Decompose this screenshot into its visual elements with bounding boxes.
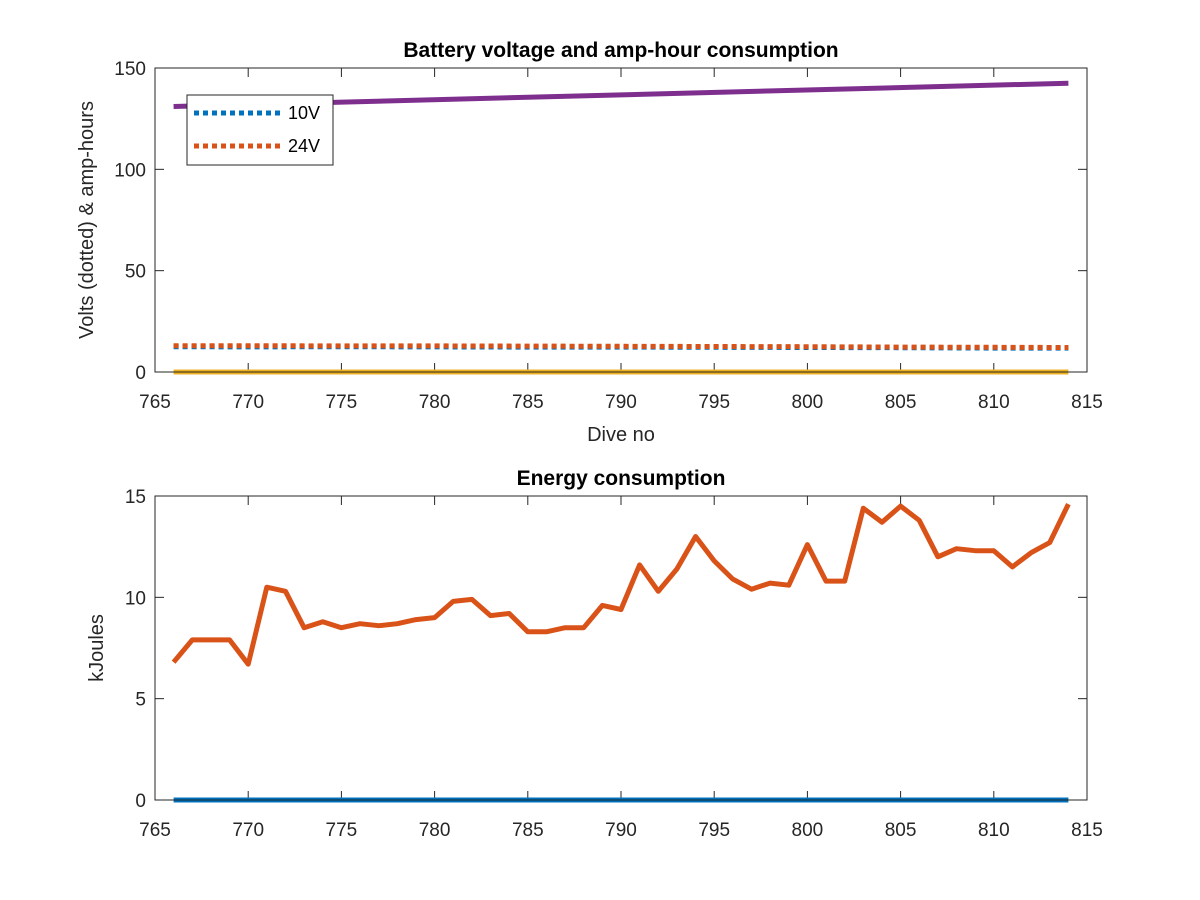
top-x-tick-label: 765 xyxy=(139,392,171,413)
top-x-tick-label: 805 xyxy=(885,392,917,413)
top-x-tick-label: 790 xyxy=(605,392,637,413)
top-legend: 10V 24V xyxy=(186,94,334,166)
top-x-tick-label: 815 xyxy=(1071,392,1103,413)
bottom-axis-ticks: 765 770 775 780 785 790 795 800 805 810 815 0 5 10 15 xyxy=(125,487,1103,841)
top-y-tick-label: 50 xyxy=(125,262,146,283)
top-y-tick-label: 150 xyxy=(114,59,146,80)
top-chart-title: Battery voltage and amp-hour consumption xyxy=(403,39,838,62)
top-x-tick-label: 800 xyxy=(792,392,824,413)
top-series-line-1 xyxy=(173,343,1069,350)
top-x-tick-label: 780 xyxy=(419,392,451,413)
bottom-x-tick-label: 795 xyxy=(698,820,730,841)
bottom-y-tick-label: 0 xyxy=(135,791,146,812)
bottom-chart-title: Energy consumption xyxy=(517,467,726,490)
top-y-axis-label: Volts (dotted) & amp-hours xyxy=(76,101,98,339)
top-axis-ticks: 765 770 775 780 785 790 795 800 805 810 815 0 50 100 1… xyxy=(114,59,1103,413)
bottom-x-tick-label: 765 xyxy=(139,820,171,841)
bottom-x-tick-label: 810 xyxy=(978,820,1010,841)
top-y-tick-label: 0 xyxy=(135,363,146,384)
top-x-tick-label: 795 xyxy=(698,392,730,413)
top-y-tick-label: 100 xyxy=(114,160,146,181)
bottom-y-axis-label: kJoules xyxy=(86,614,108,682)
bottom-x-tick-label: 780 xyxy=(419,820,451,841)
top-x-tick-label: 770 xyxy=(232,392,264,413)
bottom-x-tick-label: 790 xyxy=(605,820,637,841)
bottom-x-tick-label: 785 xyxy=(512,820,544,841)
top-x-tick-label: 810 xyxy=(978,392,1010,413)
bottom-x-tick-label: 815 xyxy=(1071,820,1103,841)
bottom-series-line-1 xyxy=(171,503,1071,667)
top-chart: Battery voltage and amp-hour consumption… xyxy=(76,39,1103,446)
bottom-y-tick-label: 5 xyxy=(135,690,146,711)
bottom-x-tick-label: 770 xyxy=(232,820,264,841)
top-x-axis-label: Dive no xyxy=(587,424,655,446)
legend-label-24v: 24V xyxy=(288,136,320,156)
bottom-y-tick-label: 10 xyxy=(125,588,146,609)
bottom-x-tick-label: 805 xyxy=(885,820,917,841)
bottom-axes-box xyxy=(154,495,1088,801)
bottom-x-tick-label: 775 xyxy=(326,820,358,841)
bottom-x-tick-label: 800 xyxy=(792,820,824,841)
top-x-tick-label: 775 xyxy=(326,392,358,413)
bottom-y-tick-label: 15 xyxy=(125,487,146,508)
bottom-chart: Energy consumption kJoules 765 770 775 780 7… xyxy=(86,467,1103,841)
top-axes-box xyxy=(154,67,1088,373)
top-x-tick-label: 785 xyxy=(512,392,544,413)
legend-box xyxy=(186,94,334,166)
legend-label-10v: 10V xyxy=(288,103,320,123)
bottom-plot-area xyxy=(155,496,1087,800)
